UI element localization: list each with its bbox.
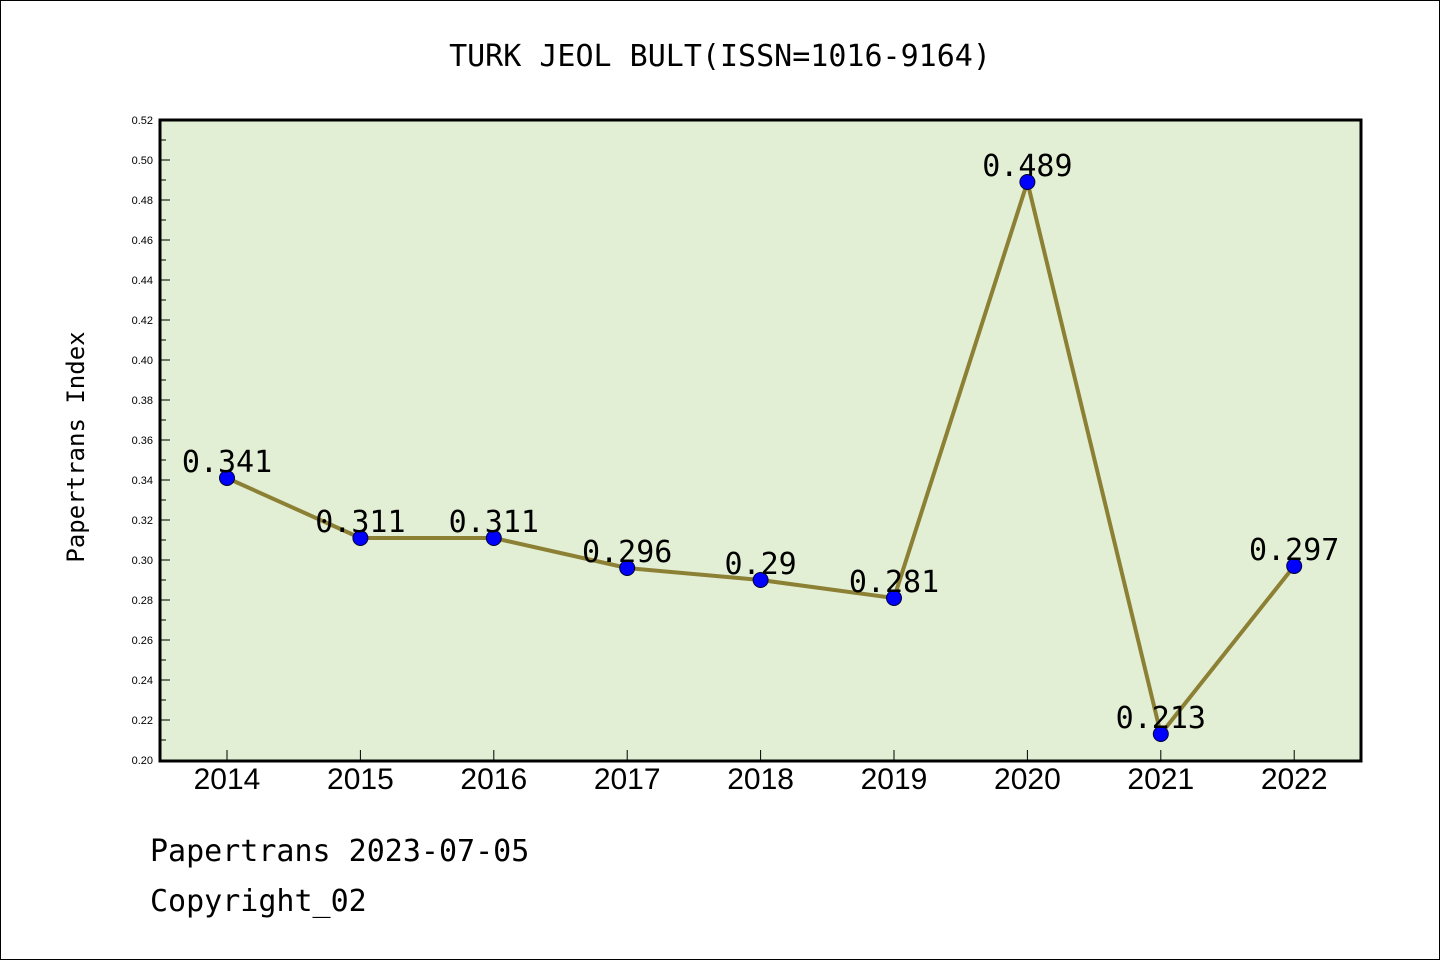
data-labels-layer: 0.341 0.311 0.311 0.296 0.29 0.281 0.489 0.213 0… xyxy=(182,149,1340,736)
y-tick-label: 0.48 xyxy=(132,195,153,207)
data-point xyxy=(219,470,235,486)
data-point xyxy=(619,560,636,576)
y-axis-ticks: 0.20 0.22 0.24 0.26 0.28 0.30 0.32 0.34 0.36 0.38… xyxy=(132,115,170,767)
x-tick-label: 2022 xyxy=(1261,763,1328,796)
y-tick-label: 0.28 xyxy=(132,595,153,607)
y-tick-label: 0.44 xyxy=(132,275,153,287)
x-axis-ticks: 2014 2015 2016 2017 2018 2019 2020 2021 2022 xyxy=(194,750,1328,796)
y-axis-label: Papertrans Index xyxy=(62,331,90,562)
y-tick-label: 0.50 xyxy=(132,155,153,167)
x-tick-label: 2016 xyxy=(460,763,527,796)
x-tick-label: 2017 xyxy=(594,763,661,796)
data-point xyxy=(1286,558,1303,574)
data-point xyxy=(1019,174,1036,190)
y-tick-label: 0.34 xyxy=(132,475,153,487)
x-tick-label: 2015 xyxy=(327,763,394,796)
x-tick-label: 2020 xyxy=(994,763,1061,796)
x-tick-label: 2021 xyxy=(1127,763,1194,796)
y-tick-label: 0.26 xyxy=(132,635,153,647)
plot-area xyxy=(158,118,1363,763)
y-tick-label: 0.42 xyxy=(132,315,153,327)
y-tick-label: 0.24 xyxy=(132,675,153,687)
chart-title: TURK JEOL BULT(ISSN=1016-9164) xyxy=(449,39,991,74)
y-tick-label: 0.30 xyxy=(132,555,153,567)
data-point xyxy=(1152,726,1169,742)
data-label: 0.311 xyxy=(315,505,405,540)
data-label: 0.296 xyxy=(582,535,672,570)
y-tick-label: 0.46 xyxy=(132,235,153,247)
x-tick-label: 2014 xyxy=(194,763,261,796)
data-point xyxy=(752,572,769,588)
footer-date: Papertrans 2023-07-05 xyxy=(150,834,530,869)
data-label: 0.311 xyxy=(449,505,539,540)
data-point xyxy=(886,590,902,606)
y-tick-label: 0.40 xyxy=(132,355,153,367)
x-tick-label: 2019 xyxy=(861,763,928,796)
y-tick-label: 0.22 xyxy=(132,715,153,727)
data-label: 0.281 xyxy=(849,565,939,600)
y-tick-label: 0.20 xyxy=(132,755,153,767)
series-layer xyxy=(219,174,1303,742)
footer-copyright: Copyright_02 xyxy=(150,884,367,919)
y-tick-label: 0.32 xyxy=(132,515,153,527)
data-point xyxy=(352,530,369,546)
data-label: 0.29 xyxy=(724,547,796,582)
data-label: 0.341 xyxy=(182,445,272,480)
x-tick-label: 2018 xyxy=(727,763,794,796)
data-point xyxy=(485,530,502,546)
y-tick-label: 0.52 xyxy=(132,115,153,127)
y-tick-label: 0.36 xyxy=(132,435,153,447)
data-label: 0.489 xyxy=(982,149,1072,184)
data-label: 0.213 xyxy=(1116,701,1206,736)
y-tick-label: 0.38 xyxy=(132,395,153,407)
data-label: 0.297 xyxy=(1249,533,1339,568)
